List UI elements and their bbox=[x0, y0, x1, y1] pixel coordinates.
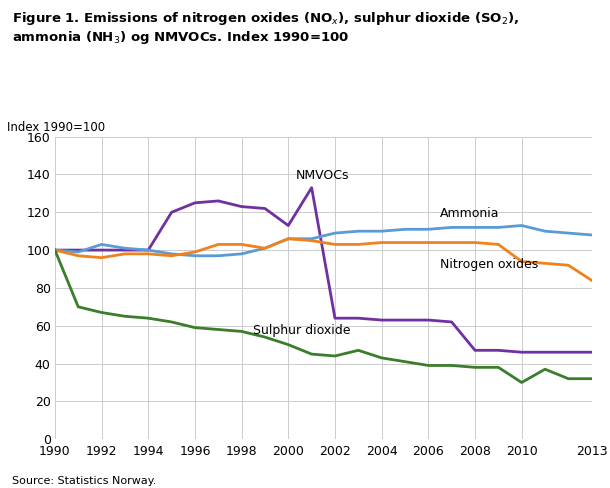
Text: Nitrogen oxides: Nitrogen oxides bbox=[440, 258, 538, 271]
Text: Index 1990=100: Index 1990=100 bbox=[7, 121, 105, 134]
Text: Source: Statistics Norway.: Source: Statistics Norway. bbox=[12, 476, 157, 486]
Text: Ammonia: Ammonia bbox=[440, 207, 500, 220]
Text: NMVOCs: NMVOCs bbox=[295, 169, 349, 182]
Text: Sulphur dioxide: Sulphur dioxide bbox=[253, 324, 351, 337]
Text: Figure 1. Emissions of nitrogen oxides (NO$_x$), sulphur dioxide (SO$_2$),
ammon: Figure 1. Emissions of nitrogen oxides (… bbox=[12, 10, 519, 46]
